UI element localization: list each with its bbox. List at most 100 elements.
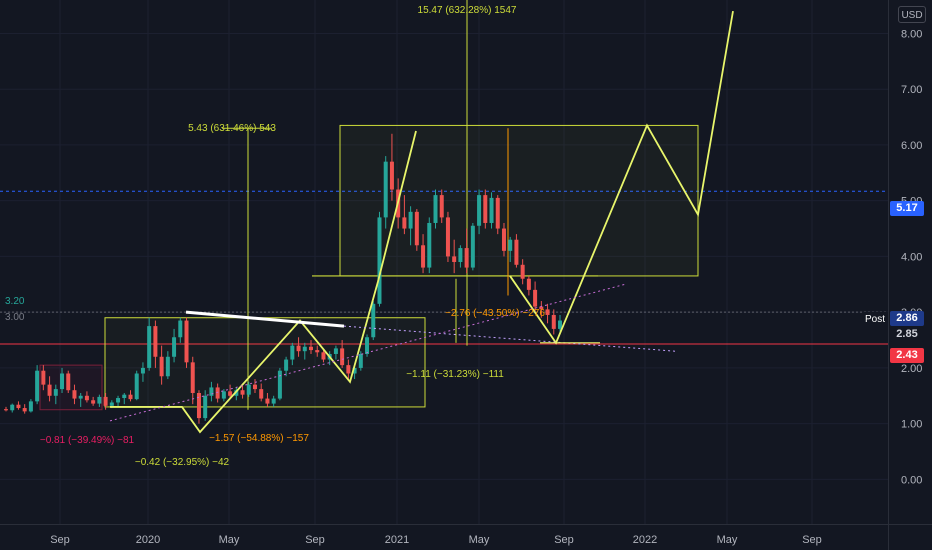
candle-body: [47, 384, 52, 396]
candle-body: [28, 401, 33, 412]
candle-body: [97, 396, 102, 404]
wave-path-2: [509, 10, 734, 345]
candle-body: [284, 359, 289, 371]
candle-body: [147, 326, 152, 368]
candle-body: [16, 404, 21, 409]
candle-body: [458, 248, 463, 262]
candle-body: [53, 389, 58, 396]
trendline-drawings: [109, 10, 734, 434]
y-tick-label: 6.00: [901, 140, 922, 152]
candle-body: [259, 389, 264, 399]
y-tick-label: 0.00: [901, 474, 922, 486]
dotted-trend-line: [343, 325, 676, 352]
measure-annotation: 5.43 (631.46%) 543: [188, 123, 276, 134]
x-tick-label: Sep: [305, 534, 325, 546]
candle-body: [383, 161, 388, 218]
measure-annotation: −1.57 (−54.88%) −157: [209, 433, 309, 444]
candle-body: [340, 348, 345, 366]
candle-body: [10, 404, 15, 411]
candle-body: [408, 211, 413, 229]
candle-body: [489, 197, 494, 223]
candle-body: [122, 394, 127, 399]
x-tick-label: May: [469, 534, 490, 546]
candle-body: [315, 350, 320, 353]
y-tick-label: 1.00: [901, 419, 922, 431]
candle-body: [22, 408, 27, 412]
measure-annotation: −2.76 (−43.50%) −276: [445, 308, 545, 319]
candle-body: [377, 217, 382, 304]
range-box-upper: [339, 124, 699, 277]
candle-body: [514, 239, 519, 265]
measure-annotation: −0.42 (−32.95%) −42: [135, 457, 230, 468]
measure-annotations: 15.47 (632.28%) 1547 5.43 (631.46%) 543 −2…: [5, 5, 545, 468]
candle-body: [433, 195, 438, 223]
measure-annotation: 15.47 (632.28%) 1547: [418, 5, 517, 16]
y-tick-label: 2.00: [901, 363, 922, 375]
candle-body: [246, 384, 251, 395]
candle-body: [215, 387, 220, 399]
candle-body: [277, 370, 282, 399]
candle-body: [427, 222, 432, 268]
candle-body: [526, 278, 531, 290]
x-tick-label: May: [717, 534, 738, 546]
candle-body: [445, 217, 450, 257]
candle-body: [421, 245, 426, 268]
candle-body: [240, 390, 245, 395]
candle-body: [203, 395, 208, 419]
price-badge: 2.43: [890, 348, 924, 363]
candle-body: [103, 396, 108, 406]
candle-body: [414, 211, 419, 246]
left-level-label: 3.00: [5, 312, 25, 323]
y-axis: 8.007.006.005.004.003.002.001.000.00: [901, 28, 922, 486]
currency-label[interactable]: USD: [898, 6, 926, 23]
x-tick-label: Sep: [802, 534, 822, 546]
candle-body: [196, 393, 201, 419]
candle-body: [296, 345, 301, 352]
x-tick-label: May: [219, 534, 240, 546]
candle-body: [252, 384, 257, 390]
candle-body: [352, 367, 357, 374]
candle-body: [464, 248, 469, 268]
candle-body: [178, 320, 183, 338]
candle-body: [66, 373, 71, 391]
candle-body: [221, 391, 226, 399]
candle-body: [389, 161, 394, 190]
candle-body: [72, 390, 77, 399]
candle-body: [134, 373, 139, 400]
candle-body: [477, 195, 482, 226]
candle-body: [483, 195, 488, 223]
candle-body: [271, 398, 276, 404]
candle-body: [558, 320, 562, 329]
candle-body: [190, 362, 195, 393]
candle-body: [545, 309, 550, 315]
candle-body: [302, 346, 307, 352]
candle-body: [470, 225, 475, 268]
candle-body: [172, 337, 177, 357]
candle-body: [539, 306, 544, 310]
left-level-label: 3.20: [5, 296, 25, 307]
candle-body: [116, 398, 121, 403]
x-tick-label: 2022: [633, 534, 657, 546]
candle-body: [165, 356, 170, 377]
candlestick-series: [4, 133, 562, 424]
price-badge: 2.86: [890, 311, 924, 326]
candle-body: [209, 387, 214, 396]
candle-body: [309, 346, 314, 351]
candle-body: [35, 370, 40, 402]
y-tick-label: 8.00: [901, 28, 922, 40]
candle-body: [358, 353, 363, 368]
candle-body: [551, 314, 556, 329]
y-tick-label: 7.00: [901, 84, 922, 96]
measure-annotation: −0.81 (−39.49%) −81: [40, 435, 135, 446]
candle-body: [228, 391, 233, 396]
candle-body: [78, 395, 83, 399]
x-axis: Sep 2020 May Sep 2021 May Sep 2022 May Sep: [50, 534, 822, 546]
candle-body: [128, 394, 133, 400]
candle-body: [60, 373, 65, 390]
range-box-lower: [104, 317, 426, 408]
candle-body: [365, 337, 370, 354]
candle-body: [290, 345, 295, 360]
post-market-tag: Post: [862, 312, 889, 327]
dotted-support-trend: [109, 283, 626, 422]
